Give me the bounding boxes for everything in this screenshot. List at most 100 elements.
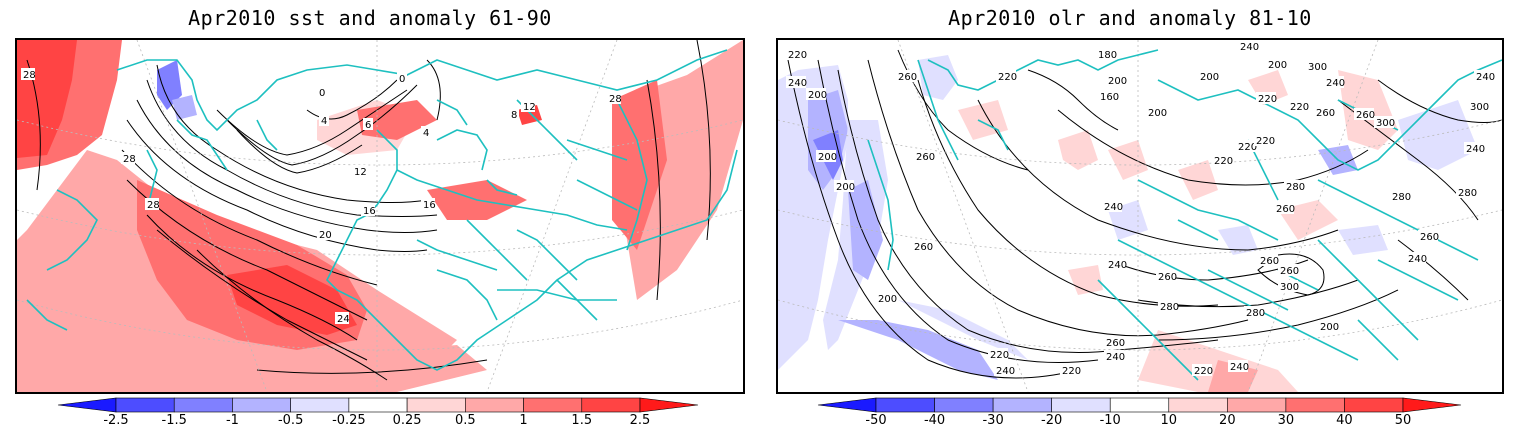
colorbar-segment [1344,397,1404,413]
sst-map-panel: Apr2010 sst and anomaly 61-90 [0,0,745,430]
contour-label: 240 [1108,260,1127,271]
contour-label: 16 [423,200,436,211]
contour-label: 6 [365,120,371,131]
colorbar-segment [581,397,641,413]
olr-map-panel: Apr2010 olr and anomaly 81-10 [760,0,1504,430]
contour-label: 300 [1470,102,1489,113]
map-title: Apr2010 olr and anomaly 81-10 [948,6,1312,30]
colorbar-tick-label: -30 [982,413,1003,428]
map-title: Apr2010 sst and anomaly 61-90 [188,6,552,30]
contour-label: 16 [363,206,376,217]
contour-label: 220 [1290,102,1309,113]
colorbar-tick-label: 40 [1336,413,1353,428]
colorbar-segment [232,397,291,413]
colorbar-tick-label: 10 [1161,413,1178,428]
colorbar-tick-label: -2.5 [103,413,128,428]
colorbar-tick-label: 1.5 [571,413,592,428]
contour-label: 28 [609,94,622,105]
contour-label: 280 [1458,188,1477,199]
contour-label: 240 [1106,352,1125,363]
contour-label: 220 [1258,94,1277,105]
colorbar-segment [1285,397,1345,413]
contour-label: 200 [808,90,827,101]
colorbar-tick-label: 1 [519,413,527,428]
colorbar-segment [465,397,524,413]
contour-label: 260 [1316,108,1335,119]
map-frame: 220 240 200 260 180 200 220 160 200 200 … [776,38,1504,394]
colorbar-segment [992,397,1052,413]
contour-label: 220 [1238,142,1257,153]
contour-label: 200 [1320,322,1339,333]
colorbar-segment [1051,397,1111,413]
contour-label: 4 [321,116,327,127]
contour-label: 300 [1376,118,1395,129]
colorbar-segment [348,397,408,413]
contour-label: 220 [788,50,807,61]
contour-label: 240 [788,78,807,89]
contour-label: 260 [1276,204,1295,215]
graticule [17,40,743,392]
contour-label: 4 [423,128,429,139]
colorbar-segment [1168,397,1228,413]
contour-label: 240 [996,366,1015,377]
contour-label: 28 [23,70,36,81]
contour-label: 260 [916,152,935,163]
contour-label: 200 [1268,60,1287,71]
colorbar-tick-label: -20 [1041,413,1062,428]
contour-label: 240 [1240,42,1259,53]
contour-label: 24 [337,314,350,325]
colorbar-tick-label: -1 [226,413,239,428]
colorbar-segment [57,397,117,413]
contour-label: 260 [1260,256,1279,267]
contour-label: 200 [836,182,855,193]
contour-label: 220 [1194,366,1213,377]
contour-label: 240 [1466,144,1485,155]
colorbar-segment [173,397,233,413]
colorbar-svg: -50 -40 -30 -20 -10 10 20 30 40 50 [817,397,1462,428]
colorbar-svg: -2.5 -1.5 -1 -0.5 -0.25 0.25 0.5 1 1.5 2.5 [57,397,699,428]
contour-label: 240 [1408,254,1427,265]
colorbar-segment [115,397,175,413]
colorbar-tick-label: -40 [924,413,945,428]
contour-label: 260 [1280,266,1299,277]
colorbar-tick-label: 20 [1219,413,1236,428]
contour-label: 260 [898,72,917,83]
colorbar-tick-label: -50 [865,413,886,428]
colorbar-tick-label: 50 [1395,413,1412,428]
map-frame: 28 28 28 28 0 0 4 6 4 12 16 16 20 24 8 1… [15,38,745,394]
contour-label: 220 [998,72,1017,83]
contour-label: 220 [1062,366,1081,377]
colorbar-tick-label: -0.5 [278,413,303,428]
contour-label: 220 [1214,156,1233,167]
contour-label: 12 [354,167,367,178]
colorbar-tick-label: 30 [1278,413,1295,428]
contour-label: 280 [1246,308,1265,319]
contour-label: 28 [123,154,136,165]
colorbar-segment [523,397,583,413]
contour-label: 260 [1158,272,1177,283]
contour-label: 260 [914,242,933,253]
colorbar-tick-label: 0.25 [393,413,422,428]
olr-anomaly-shading [778,55,1478,392]
contour-label: 280 [1160,302,1179,313]
colorbar-tick-label: 2.5 [630,413,651,428]
contour-label: 0 [319,88,325,99]
contour-label: 200 [878,294,897,305]
contour-label: 160 [1100,92,1119,103]
contour-labels: 28 28 28 28 0 0 4 6 4 12 16 16 20 24 8 1… [21,68,622,325]
contour-label: 300 [1308,62,1327,73]
contour-label: 280 [1286,182,1305,193]
contour-label: 260 [1420,232,1439,243]
contour-label: 0 [399,74,405,85]
contour-label: 200 [1200,72,1219,83]
contour-label: 280 [1392,192,1411,203]
contour-label: 180 [1098,50,1117,61]
contour-label: 220 [1256,136,1275,147]
colorbar-segment [1402,397,1462,413]
contour-label: 200 [1148,108,1167,119]
contour-label: 200 [818,152,837,163]
colorbar-tick-label: -1.5 [162,413,187,428]
colorbar-segment [1227,397,1287,413]
sst-contours [26,40,711,381]
contour-label: 260 [1356,110,1375,121]
